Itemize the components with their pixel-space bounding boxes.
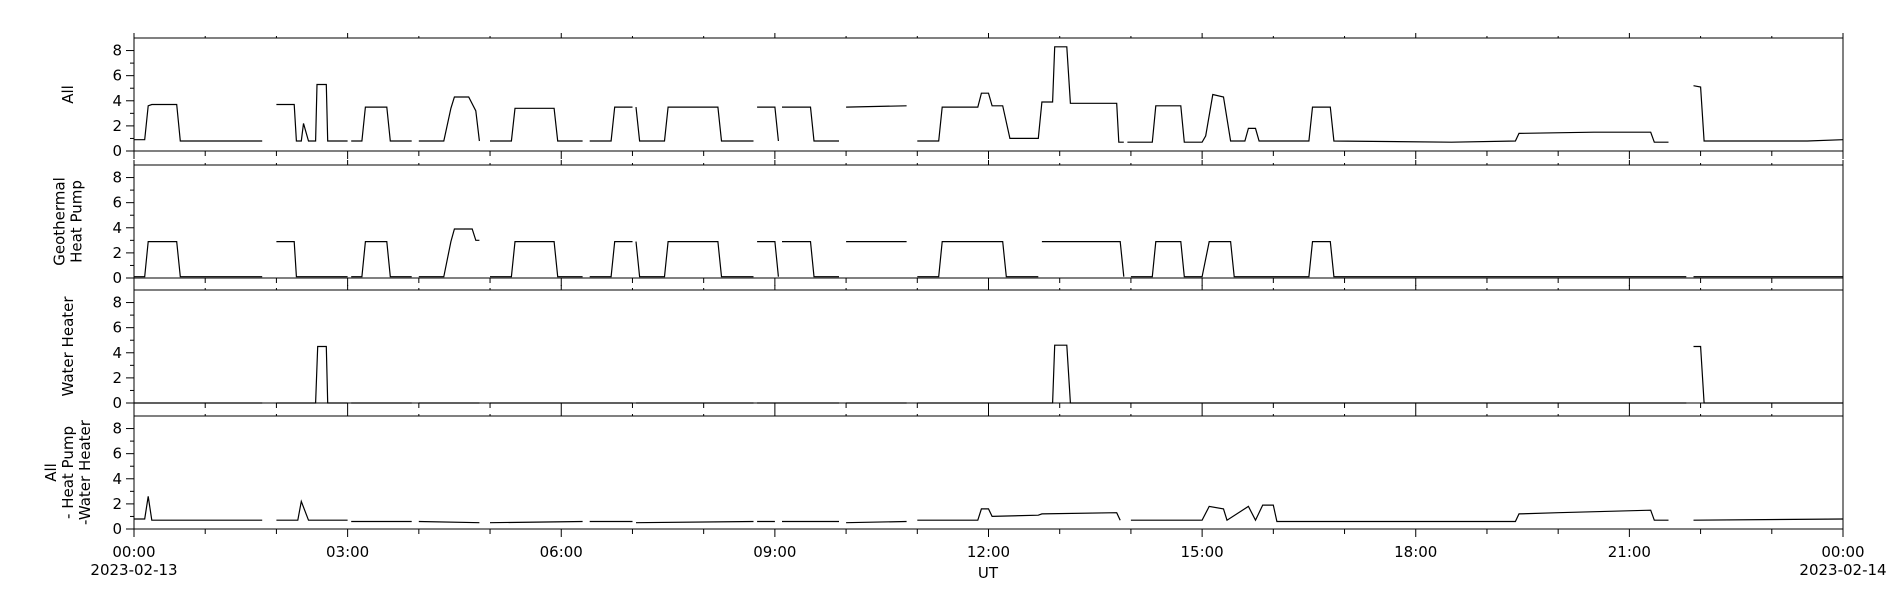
y-axis-label-line: - Heat Pump bbox=[59, 426, 77, 519]
series-line bbox=[276, 241, 348, 278]
series-line bbox=[782, 106, 839, 142]
series-line bbox=[134, 241, 263, 278]
y-axis-label-line: Geothermal bbox=[51, 177, 69, 266]
x-tick-label: 12:00 bbox=[967, 543, 1010, 561]
y-tick-label: 4 bbox=[112, 470, 122, 488]
series-line bbox=[276, 345, 348, 404]
y-tick-label: 8 bbox=[112, 169, 122, 187]
y-axis-label-line: -Water Heater bbox=[76, 419, 94, 525]
series-line bbox=[489, 520, 583, 524]
series-line bbox=[276, 499, 348, 521]
y-axis-label-line: Heat Pump bbox=[68, 180, 86, 263]
x-tick-label: 18:00 bbox=[1394, 543, 1437, 561]
series-line bbox=[276, 83, 348, 142]
series-line bbox=[757, 106, 779, 142]
panel-1: 0 2 4 6 8 All bbox=[59, 33, 1844, 160]
x-tick-label: 15:00 bbox=[1181, 543, 1224, 561]
series-line bbox=[635, 106, 754, 142]
series-line bbox=[782, 241, 839, 278]
y-tick-label: 2 bbox=[112, 244, 122, 262]
y-axis-label-line: All bbox=[59, 85, 77, 104]
x-tick-date-label: 2023-02-14 bbox=[1799, 561, 1886, 579]
x-tick-label: 09:00 bbox=[753, 543, 796, 561]
series-line bbox=[917, 344, 1687, 404]
series-line bbox=[1041, 241, 1125, 277]
y-tick-label: 2 bbox=[112, 117, 122, 135]
y-tick-label: 0 bbox=[112, 394, 122, 412]
series-line bbox=[917, 508, 1121, 521]
y-tick-label: 0 bbox=[112, 520, 122, 538]
series-line bbox=[134, 496, 263, 521]
series-line bbox=[418, 520, 480, 524]
series-line bbox=[134, 103, 263, 142]
x-tick-label: 03:00 bbox=[326, 543, 369, 561]
series-line bbox=[418, 228, 480, 278]
y-axis-label-line: All bbox=[42, 463, 60, 482]
series-line bbox=[1693, 85, 1844, 142]
panel-3: 0 2 4 6 8 Water Heater bbox=[59, 285, 1844, 412]
series-line bbox=[589, 241, 633, 278]
series-line bbox=[917, 241, 1039, 278]
series-line bbox=[351, 106, 412, 142]
y-tick-label: 6 bbox=[112, 319, 122, 337]
series-line bbox=[917, 46, 1124, 143]
y-tick-label: 6 bbox=[112, 445, 122, 463]
series-line bbox=[1130, 504, 1669, 523]
y-axis-label: Water Heater bbox=[59, 296, 77, 397]
x-tick-label: 21:00 bbox=[1608, 543, 1651, 561]
y-axis-label: All- Heat Pump-Water Heater bbox=[42, 419, 94, 525]
series-line bbox=[1693, 345, 1843, 404]
series-line bbox=[635, 241, 754, 278]
y-axis-label: GeothermalHeat Pump bbox=[51, 177, 86, 266]
series-line bbox=[846, 520, 907, 524]
x-tick-label: 06:00 bbox=[540, 543, 583, 561]
y-tick-label: 4 bbox=[112, 92, 122, 110]
x-axis-label: UT bbox=[978, 564, 999, 582]
y-tick-label: 4 bbox=[112, 344, 122, 362]
panel-frame bbox=[133, 289, 1844, 404]
series-line bbox=[846, 105, 907, 108]
y-axis-label-line: Water Heater bbox=[59, 296, 77, 397]
x-tick-date-label: 2023-02-13 bbox=[90, 561, 177, 579]
y-tick-label: 8 bbox=[112, 420, 122, 438]
series-line bbox=[351, 241, 412, 278]
y-tick-label: 2 bbox=[112, 495, 122, 513]
series-line bbox=[490, 107, 583, 142]
y-axis-label: All bbox=[59, 85, 77, 104]
series-line bbox=[635, 520, 754, 524]
x-tick-label: 00:00 bbox=[1821, 543, 1864, 561]
series-line bbox=[1130, 241, 1687, 278]
y-tick-label: 4 bbox=[112, 219, 122, 237]
series-line bbox=[589, 106, 633, 142]
y-tick-label: 6 bbox=[112, 194, 122, 212]
y-tick-label: 8 bbox=[112, 42, 122, 60]
y-tick-label: 0 bbox=[112, 269, 122, 287]
y-tick-label: 2 bbox=[112, 369, 122, 387]
chart-panels: 0 2 4 6 8 All 0 2 4 6 8 GeothermalHeat Pump 0 2 4 6 8 Wat… bbox=[42, 33, 1844, 538]
panel-2: 0 2 4 6 8 GeothermalHeat Pump bbox=[51, 160, 1844, 287]
series-line bbox=[1127, 93, 1669, 143]
panel-4: 0 2 4 6 8 All- Heat Pump-Water Heater bbox=[42, 411, 1844, 538]
y-tick-label: 0 bbox=[112, 142, 122, 160]
series-line bbox=[490, 241, 583, 278]
panel-frame bbox=[133, 164, 1844, 279]
x-tick-label: 00:00 bbox=[112, 543, 155, 561]
series-line bbox=[1693, 518, 1844, 521]
y-tick-label: 6 bbox=[112, 67, 122, 85]
y-tick-label: 8 bbox=[112, 294, 122, 312]
series-line bbox=[418, 96, 480, 142]
series-line bbox=[757, 241, 779, 277]
